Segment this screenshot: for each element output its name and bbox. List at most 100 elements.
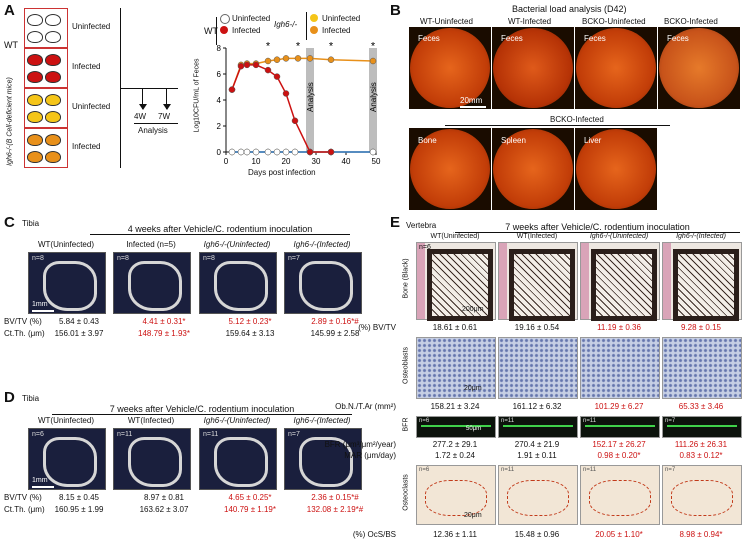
- bone-stain-image: [580, 242, 660, 321]
- ctth-value: 163.62 ± 3.07: [139, 505, 189, 514]
- panel-d-title: 7 weeks after Vehicle/C. rodentium inocu…: [52, 404, 352, 415]
- obn-value: 101.29 ± 6.27: [594, 402, 644, 411]
- plate-scale-bar: [460, 106, 486, 108]
- data-point: [282, 148, 290, 156]
- analysis-underline: [134, 123, 178, 124]
- analysis-bar: [369, 48, 377, 152]
- bfr-value: 111.26 ± 26.31: [674, 440, 728, 449]
- data-point: [306, 148, 314, 156]
- plate-bcko-uninfected: [575, 27, 657, 109]
- panel-e-tissue: Vertebra: [406, 221, 437, 230]
- n-label: n=7: [288, 431, 300, 438]
- analysis-bar-label: Analysis: [306, 82, 315, 112]
- bfr-value: 270.4 ± 21.9: [514, 440, 560, 449]
- plate-wt-infected: [492, 27, 574, 109]
- plate-tag-liver: Liver: [584, 136, 602, 145]
- x-tick-label: 40: [342, 157, 351, 166]
- panel-e-title: 7 weeks after Vehicle/C. rodentium inocu…: [455, 222, 740, 233]
- cell-texture: [417, 338, 495, 398]
- column-header: WT(Uninfected): [430, 233, 480, 240]
- y-tick-label: 6: [217, 70, 222, 79]
- microct-image: n=8: [113, 252, 191, 314]
- ocs-value: 8.98 ± 0.94*: [679, 530, 723, 539]
- bone-cortex: [43, 261, 97, 311]
- data-point: [228, 86, 236, 93]
- x-tick-label: 10: [252, 157, 261, 166]
- calcein-label-image: n=7: [662, 416, 742, 438]
- legend-wt: WT: [204, 26, 218, 36]
- data-point: [294, 55, 302, 62]
- oc-scale-label: 20μm: [464, 512, 482, 519]
- mouse-icon: [27, 111, 43, 123]
- legend-ko-infected: Infected: [322, 26, 351, 35]
- data-point: [291, 148, 299, 156]
- mouse-icon: [27, 14, 43, 26]
- mouse-icon: [27, 134, 43, 146]
- calcein-line: [421, 425, 491, 427]
- scale-bar: [32, 486, 54, 488]
- panel-c-label: C: [4, 214, 15, 231]
- mouse-icon: [45, 134, 61, 146]
- bvtv-value: 4.41 ± 0.31*: [142, 317, 186, 326]
- bvtv-label: BV/TV (%): [4, 317, 42, 326]
- row-label: Bone (Black): [402, 258, 410, 299]
- row-label-ko-uninfected: Uninfected: [72, 102, 111, 111]
- plate-spleen: [492, 128, 574, 210]
- y-tick-label: 0: [217, 148, 222, 157]
- legend-ko-uninfected: Uninfected: [322, 14, 361, 23]
- mouse-icon: [27, 71, 43, 83]
- osteoblast-image: [662, 337, 742, 399]
- bvtv-value: 18.61 ± 0.61: [432, 323, 478, 332]
- plate-liver: [575, 128, 657, 210]
- obn-value: 65.33 ± 3.46: [678, 402, 724, 411]
- column-header: WT(Infected): [516, 233, 558, 240]
- column-header: Infected (n=5): [126, 240, 176, 249]
- column-header: Igh6-/-(Uninfected): [203, 240, 271, 249]
- bone-surface-outline: [507, 480, 569, 516]
- scale-label: 1mm: [32, 477, 48, 484]
- data-point: [282, 90, 290, 97]
- n-label: n=11: [501, 418, 515, 424]
- legend-marker-wt-uninfected: [220, 14, 230, 24]
- panel-c-tissue: Tibia: [22, 219, 40, 228]
- column-header: Igh6-/-(Infected): [293, 240, 351, 249]
- osteoblast-image: [498, 337, 578, 399]
- data-point: [228, 148, 236, 156]
- cartilage-edge: [581, 243, 589, 319]
- plate-tag-2: Feces: [501, 34, 523, 43]
- ctth-value: 132.08 ± 2.19*#: [306, 505, 364, 514]
- data-point: [327, 56, 335, 63]
- scale-bar: [32, 310, 54, 312]
- cartilage-edge: [417, 243, 425, 319]
- column-header: Igh6-/-(Infected): [676, 233, 726, 240]
- column-header: Igh6-/-(Uninfected): [203, 416, 271, 425]
- plate-label-wt-uninfected: WT-Uninfected: [420, 17, 473, 26]
- data-point: [264, 57, 272, 65]
- trabecular-bone: [673, 249, 739, 321]
- x-tick-label: 30: [312, 157, 321, 166]
- legend-marker-ko-uninfected: [310, 14, 318, 22]
- row-label: Osteoclasts: [402, 474, 410, 511]
- data-point: [369, 148, 377, 156]
- microct-image: n=6 1mm: [28, 428, 106, 490]
- n-label: n=11: [583, 467, 597, 473]
- ctth-value: 145.99 ± 2.58: [310, 329, 360, 338]
- mouse-icon: [45, 14, 61, 26]
- timeline-arrow-7w: [166, 89, 167, 109]
- genotype-wt: WT: [4, 40, 18, 50]
- row-label-ko-infected: Infected: [72, 142, 101, 151]
- legend-wt-infected: Infected: [232, 26, 261, 35]
- column-header: WT(Infected): [127, 416, 175, 425]
- microct-image: n=7: [284, 252, 362, 314]
- ctth-value: 159.64 ± 3.13: [225, 329, 275, 338]
- analysis-bar: [306, 48, 314, 152]
- mar-value: 1.91 ± 0.11: [517, 451, 557, 460]
- microct-image: n=7: [284, 428, 362, 490]
- bvtv-value: 2.89 ± 0.16*#: [311, 317, 359, 326]
- cell-texture: [663, 338, 741, 398]
- ctth-value: 160.95 ± 1.99: [54, 505, 104, 514]
- cell-texture: [499, 338, 577, 398]
- ctth-value: 148.79 ± 1.93*: [138, 329, 190, 338]
- arrow-head-4w-icon: [139, 104, 147, 110]
- bone-stain-image: [416, 242, 496, 321]
